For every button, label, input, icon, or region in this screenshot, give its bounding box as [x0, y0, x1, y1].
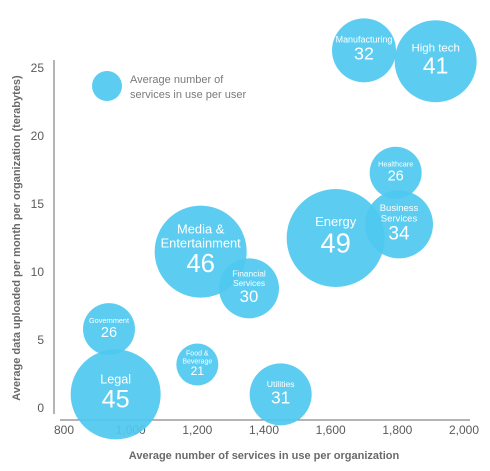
bubble-label: Energy: [315, 214, 357, 229]
y-tick-label: 0: [37, 401, 44, 415]
x-tick-label: 800: [54, 423, 74, 437]
y-axis-title: Average data uploaded per month per orga…: [11, 75, 23, 401]
bubble-label: Business: [380, 203, 419, 214]
y-tick-label: 10: [31, 265, 45, 279]
bubble-label: High tech: [411, 42, 459, 54]
bubble-label: Financial: [232, 269, 266, 279]
x-tick-label: 2,000: [449, 423, 479, 437]
bubble-value: 34: [388, 224, 410, 245]
bubble-circle: [249, 363, 312, 426]
legend-line-1: Average number of: [130, 74, 224, 86]
x-tick-label: 1,200: [182, 423, 212, 437]
bubble-value: 49: [320, 227, 351, 258]
bubble-label: Utilities: [267, 379, 296, 389]
bubble-circle: [394, 20, 477, 103]
x-tick-label: 1,600: [316, 423, 346, 437]
bubble-circle: [332, 18, 396, 83]
bubble-circle: [176, 343, 219, 386]
bubble-value: 21: [191, 364, 205, 378]
bubble-value: 26: [388, 168, 404, 184]
legend-line-2: services in use per user: [130, 89, 246, 101]
bubble-label: Food &: [186, 351, 209, 358]
bubble-circle: [219, 258, 279, 319]
bubble-label: Services: [381, 214, 418, 225]
bubble-value: 45: [102, 386, 130, 414]
y-tick-label: 15: [31, 197, 45, 211]
x-axis-title: Average number of services in use per or…: [129, 450, 400, 462]
bubble-label: Services: [233, 278, 265, 288]
bubble-label: Manufacturing: [336, 35, 393, 45]
bubble-value: 32: [354, 44, 374, 64]
bubble-circle: [83, 303, 135, 356]
bubble-circle: [70, 349, 161, 440]
bubble-label: Media &: [177, 222, 225, 237]
bubble-value: 31: [271, 388, 290, 408]
bubble-label: Legal: [100, 373, 131, 387]
bubble-circle: [286, 189, 385, 287]
x-tick-label: 1,400: [249, 423, 279, 437]
bubble-value: 30: [240, 287, 259, 306]
bubble-label: Beverage: [182, 358, 212, 365]
legend-swatch: [92, 71, 122, 101]
y-tick-labels: 0 5 10 15 20 25: [31, 61, 45, 415]
legend: Average number of services in use per us…: [92, 71, 246, 101]
bubble-value: 26: [101, 325, 117, 341]
y-tick-label: 25: [31, 61, 45, 75]
x-tick-label: 1,800: [382, 423, 412, 437]
bubble-value: 41: [423, 52, 449, 78]
y-tick-label: 5: [37, 333, 44, 347]
bubble-label: Entertainment: [161, 236, 242, 251]
bubble-label: Government: [89, 316, 129, 325]
bubble-label: Healthcare: [378, 160, 413, 169]
bubble-circle: [369, 146, 422, 199]
y-tick-label: 20: [31, 129, 45, 143]
bubble-value: 46: [186, 250, 215, 278]
